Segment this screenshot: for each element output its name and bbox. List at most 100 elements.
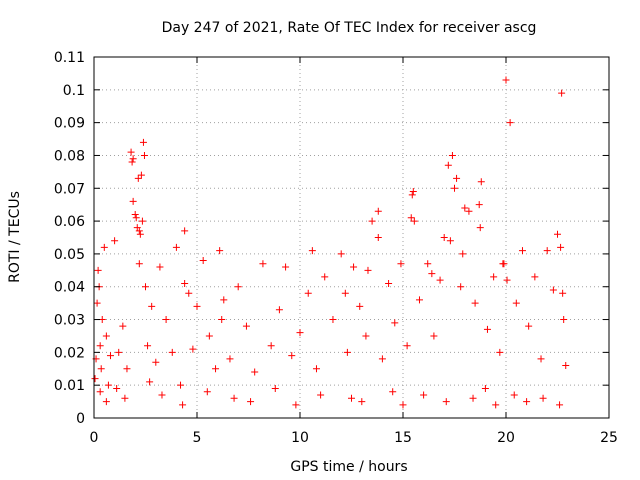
- data-point: [152, 358, 160, 366]
- data-point: [102, 398, 110, 406]
- data-point: [288, 352, 296, 360]
- data-point: [399, 401, 407, 409]
- data-point: [362, 332, 370, 340]
- data-point: [415, 296, 423, 304]
- data-point: [549, 286, 557, 294]
- data-point: [172, 243, 180, 251]
- data-point: [453, 174, 461, 182]
- data-point: [179, 401, 187, 409]
- data-point: [251, 368, 259, 376]
- data-point: [440, 234, 448, 241]
- data-point: [471, 299, 479, 307]
- data-point: [156, 263, 164, 271]
- data-point: [391, 319, 399, 327]
- x-tick-label: 20: [497, 430, 515, 446]
- data-point: [499, 260, 507, 268]
- data-point: [271, 384, 279, 392]
- data-point: [556, 401, 564, 409]
- data-point: [185, 289, 193, 297]
- data-point: [91, 375, 99, 383]
- data-point: [562, 361, 570, 369]
- data-point: [444, 161, 452, 169]
- data-point: [97, 365, 105, 373]
- data-point: [506, 119, 514, 127]
- data-point: [102, 332, 110, 340]
- data-point: [242, 322, 250, 330]
- data-point: [115, 348, 123, 356]
- data-point: [259, 260, 267, 268]
- data-point: [343, 348, 351, 356]
- data-point: [430, 332, 438, 340]
- data-point: [420, 391, 428, 399]
- data-point: [134, 174, 142, 182]
- data-point: [144, 342, 152, 350]
- plot-frame: [93, 56, 610, 419]
- x-tick-label: 15: [394, 430, 412, 446]
- data-point: [397, 260, 405, 268]
- data-point: [181, 279, 189, 287]
- data-point: [557, 243, 565, 251]
- data-point: [374, 234, 382, 241]
- data-point: [129, 155, 137, 163]
- data-point: [409, 188, 417, 196]
- data-point: [138, 217, 146, 225]
- data-point: [476, 224, 484, 232]
- data-point: [168, 348, 176, 356]
- data-point: [539, 394, 547, 402]
- data-point: [282, 263, 290, 271]
- data-point: [543, 247, 551, 255]
- data-point: [177, 381, 185, 389]
- y-axis-ticks: 0 0.01 0.02 0.03 0.04 0.05 0.06 0.07 0.08 0.09 0.1…: [54, 50, 609, 427]
- data-point: [129, 197, 137, 205]
- y-tick-label: 0.1: [63, 83, 85, 99]
- data-point: [496, 348, 504, 356]
- data-point: [558, 89, 566, 97]
- data-point: [457, 283, 465, 291]
- data-point: [341, 289, 349, 297]
- data-point: [94, 266, 102, 274]
- data-point: [389, 388, 397, 396]
- data-point: [560, 316, 568, 324]
- data-point: [469, 394, 477, 402]
- y-tick-label: 0.04: [54, 280, 85, 296]
- data-point: [483, 325, 491, 333]
- data-point: [374, 207, 382, 215]
- x-tick-label: 0: [90, 430, 99, 446]
- data-point: [512, 299, 520, 307]
- data-point: [137, 171, 145, 179]
- data-point: [275, 306, 283, 314]
- data-point: [531, 273, 539, 281]
- data-point: [312, 365, 320, 373]
- y-tick-label: 0.11: [54, 50, 85, 66]
- y-tick-label: 0.01: [54, 378, 85, 394]
- data-point: [119, 322, 127, 330]
- data-point: [465, 207, 473, 215]
- data-point: [96, 388, 104, 396]
- data-point: [181, 227, 189, 235]
- data-point: [121, 394, 129, 402]
- data-point: [135, 227, 143, 235]
- data-point: [378, 355, 386, 363]
- data-point: [230, 394, 238, 402]
- data-point: [132, 214, 140, 222]
- x-axis-ticks: 0 5 10 15 20 25: [90, 57, 618, 446]
- data-point: [350, 263, 358, 271]
- data-point: [475, 201, 483, 209]
- data-point: [136, 230, 144, 238]
- data-point: [490, 273, 498, 281]
- x-tick-label: 10: [291, 430, 309, 446]
- data-point: [123, 365, 131, 373]
- data-point: [459, 250, 467, 258]
- data-point: [358, 398, 366, 406]
- data-point: [502, 76, 510, 84]
- data-point: [518, 247, 526, 255]
- data-point: [523, 398, 531, 406]
- data-point: [317, 391, 325, 399]
- y-tick-label: 0.09: [54, 116, 85, 132]
- data-point: [428, 270, 436, 278]
- data-point: [492, 401, 500, 409]
- data-point: [203, 388, 211, 396]
- data-point: [407, 214, 415, 222]
- data-point: [292, 401, 300, 409]
